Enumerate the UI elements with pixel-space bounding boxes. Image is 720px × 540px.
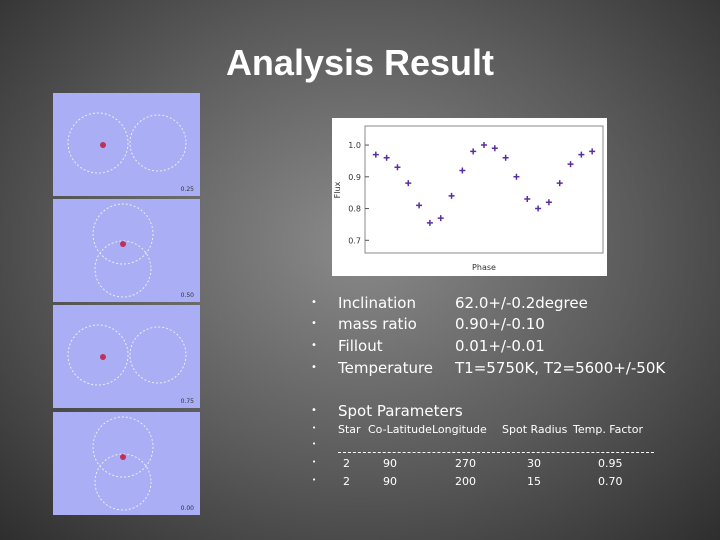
data-point xyxy=(437,215,444,222)
data-point xyxy=(416,202,423,209)
phase-label: 0.75 xyxy=(180,398,194,405)
x-axis-label: Phase xyxy=(472,263,496,272)
phase-panel: 0.25 xyxy=(53,93,200,196)
table-cell: 200 xyxy=(455,475,476,488)
table-cell: 2 xyxy=(343,457,350,470)
data-point xyxy=(513,173,520,180)
y-axis-label: Flux xyxy=(333,181,342,198)
bullet: • xyxy=(312,458,317,466)
data-point xyxy=(545,199,552,206)
data-point xyxy=(481,142,487,149)
bullet: • xyxy=(311,318,317,329)
data-point xyxy=(394,164,401,171)
y-tick-label: 0.7 xyxy=(348,236,361,245)
data-point xyxy=(459,167,466,174)
bullet: • xyxy=(312,440,317,448)
data-point xyxy=(502,154,509,161)
data-point xyxy=(405,180,412,187)
phase-panel: 0.00 xyxy=(53,412,200,515)
y-tick-label: 1.0 xyxy=(348,141,361,150)
bullet: • xyxy=(311,297,317,308)
star-render xyxy=(92,416,154,511)
column-header: Star xyxy=(338,423,361,436)
data-point xyxy=(524,196,531,203)
param-value: 0.01+/-0.01 xyxy=(455,337,545,355)
phase-label: 0.50 xyxy=(180,292,194,299)
column-header: Co-Latitude xyxy=(368,423,432,436)
column-header: Spot Radius xyxy=(502,423,568,436)
star-render xyxy=(67,112,187,174)
param-value: 62.0+/-0.2degree xyxy=(455,294,588,312)
star-render xyxy=(92,203,154,298)
data-point xyxy=(372,151,379,158)
spot-title: Spot Parameters xyxy=(338,402,463,420)
param-value: 0.90+/-0.10 xyxy=(455,315,545,333)
table-cell: 15 xyxy=(527,475,541,488)
table-cell: 2 xyxy=(343,475,350,488)
table-cell: 0.95 xyxy=(598,457,623,470)
table-cell: 90 xyxy=(383,457,397,470)
data-point xyxy=(535,205,542,212)
column-header: Temp. Factor xyxy=(573,423,643,436)
data-point xyxy=(426,219,433,226)
param-value: T1=5750K, T2=5600+/-50K xyxy=(455,359,666,377)
data-point xyxy=(589,148,596,155)
phase-label: 0.25 xyxy=(180,186,194,193)
light-curve: 1.0 0.9 0.8 0.7 Flux Phase xyxy=(332,118,607,276)
bullet: • xyxy=(312,424,317,432)
column-header: Longitude xyxy=(432,423,487,436)
param-label: Temperature xyxy=(338,359,434,377)
y-tick-label: 0.9 xyxy=(348,173,361,182)
star-render xyxy=(67,324,187,386)
table-cell: 270 xyxy=(455,457,476,470)
data-point xyxy=(383,154,390,161)
bullet: • xyxy=(311,340,317,351)
param-label: Inclination xyxy=(338,294,416,312)
phase-label: 0.00 xyxy=(180,505,194,512)
slide-title: Analysis Result xyxy=(225,42,495,83)
param-label: mass ratio xyxy=(338,315,417,333)
y-tick-label: 0.8 xyxy=(348,205,361,214)
data-point xyxy=(470,148,477,155)
data-point xyxy=(567,161,574,168)
data-point xyxy=(491,145,498,152)
data-point xyxy=(556,180,563,187)
table-rule xyxy=(338,452,654,453)
bullet: • xyxy=(311,405,317,416)
table-cell: 0.70 xyxy=(598,475,623,488)
table-cell: 90 xyxy=(383,475,397,488)
phase-panel: 0.75 xyxy=(53,305,200,408)
bullet: • xyxy=(311,362,317,373)
param-label: Fillout xyxy=(338,337,383,355)
data-point xyxy=(448,192,455,199)
data-point xyxy=(578,151,585,158)
bullet: • xyxy=(312,476,317,484)
phase-panel: 0.50 xyxy=(53,199,200,302)
table-cell: 30 xyxy=(527,457,541,470)
